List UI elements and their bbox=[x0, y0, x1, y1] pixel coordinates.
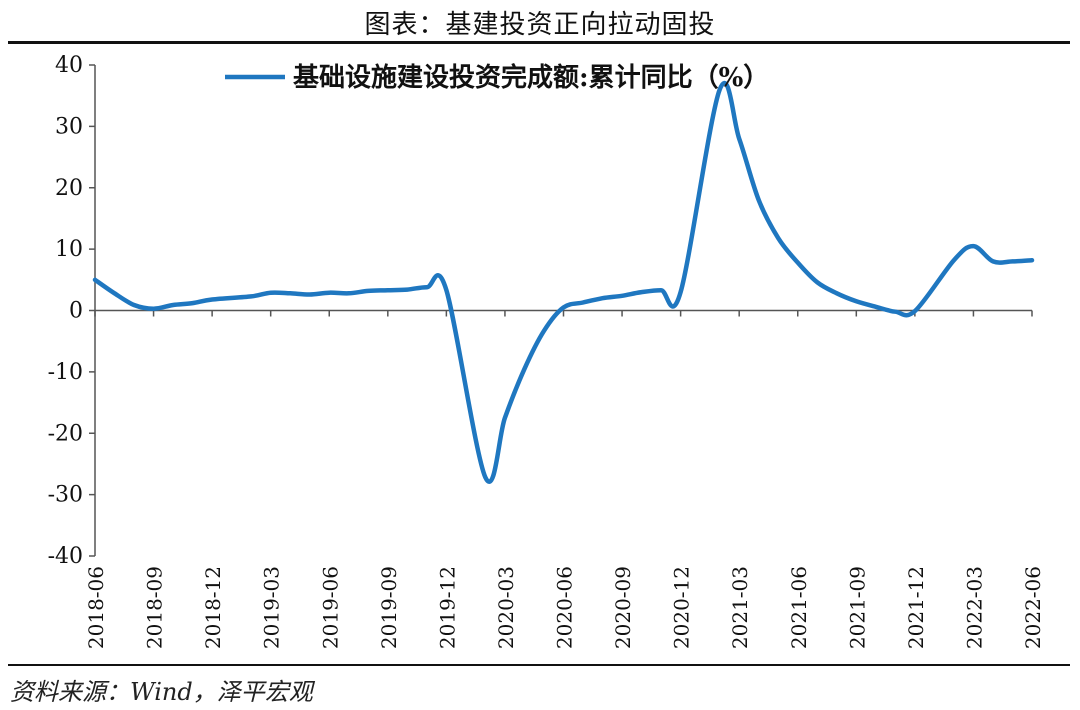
bottom-rule bbox=[8, 664, 1070, 666]
x-tick-label: 2019-03 bbox=[260, 566, 284, 649]
x-tick-label: 2020-06 bbox=[553, 566, 577, 649]
y-axis: 40 30 20 10 0 -10 -20 -30 -40 bbox=[48, 53, 96, 569]
y-tick-label: -20 bbox=[48, 421, 83, 446]
y-tick-label: 30 bbox=[55, 114, 83, 139]
x-tick-label: 2022-03 bbox=[962, 566, 986, 649]
x-tick-label: 2021-12 bbox=[904, 566, 928, 649]
y-tick-label: 40 bbox=[55, 53, 83, 78]
x-tick-label: 2021-06 bbox=[787, 566, 811, 649]
y-tick-label: -40 bbox=[48, 544, 83, 569]
source-note: 资料来源：Wind，泽平宏观 bbox=[10, 678, 313, 706]
x-tick-label: 2019-09 bbox=[377, 566, 401, 649]
x-tick-label: 2018-09 bbox=[143, 566, 167, 649]
x-tick-label: 2021-03 bbox=[728, 566, 752, 649]
x-tick-label: 2020-12 bbox=[670, 566, 694, 649]
x-tick-label: 2018-06 bbox=[84, 566, 108, 649]
y-tick-label: -10 bbox=[48, 360, 83, 385]
x-tick-label: 2021-09 bbox=[845, 566, 869, 649]
y-tick-label: -30 bbox=[48, 483, 83, 508]
x-tick-label: 2020-03 bbox=[494, 566, 518, 649]
y-tick-label: 10 bbox=[55, 237, 83, 262]
x-tick-label: 2019-06 bbox=[318, 566, 342, 649]
x-tick-label: 2018-12 bbox=[201, 566, 225, 649]
top-rule bbox=[8, 41, 1070, 44]
series-line bbox=[92, 80, 1035, 484]
legend: 基础设施建设投资完成额:累计同比（%） bbox=[225, 62, 769, 93]
x-tick-label: 2019-12 bbox=[435, 566, 459, 649]
legend-label: 基础设施建设投资完成额:累计同比（%） bbox=[293, 62, 769, 93]
x-axis: 2018-06 2018-09 2018-12 2019-03 2019-06 2019-… bbox=[84, 309, 1045, 649]
x-tick-label: 2022-06 bbox=[1021, 566, 1045, 649]
y-tick-label: 20 bbox=[55, 176, 83, 201]
series-layer bbox=[92, 80, 1035, 484]
figure-title: 图表：基建投资正向拉动固投 bbox=[364, 10, 716, 40]
y-tick-label: 0 bbox=[69, 299, 83, 324]
x-tick-label: 2020-09 bbox=[611, 566, 635, 649]
